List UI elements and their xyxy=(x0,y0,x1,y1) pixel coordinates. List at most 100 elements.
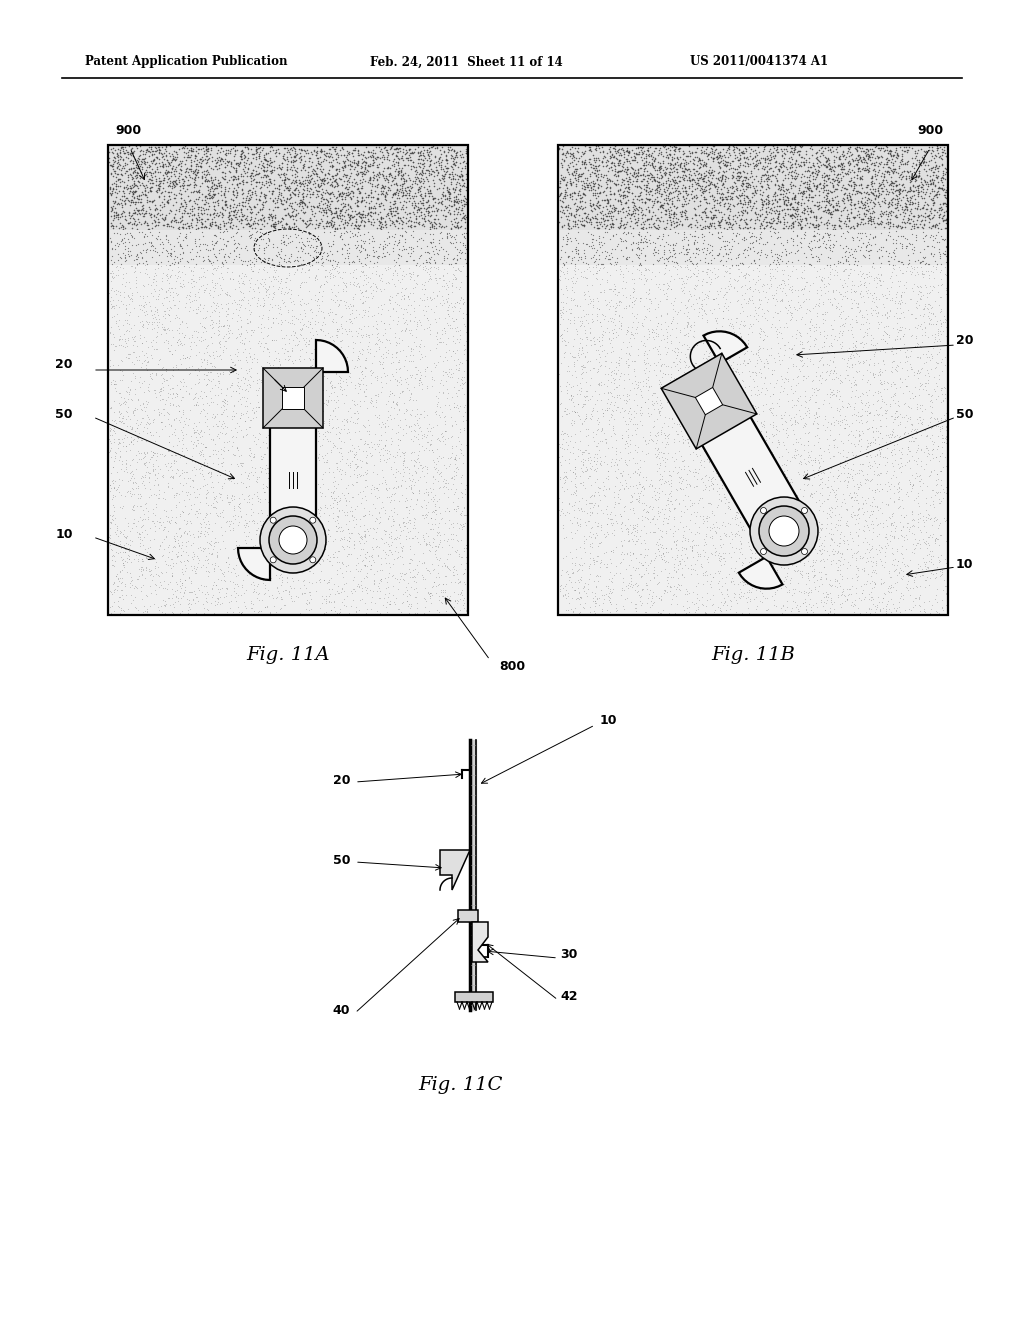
Point xyxy=(928,166,944,187)
Point xyxy=(766,577,782,598)
Point xyxy=(746,182,763,203)
Point xyxy=(199,140,215,161)
Point xyxy=(323,288,339,309)
Point xyxy=(181,285,198,306)
Point xyxy=(421,583,437,605)
Point xyxy=(280,232,296,253)
Point xyxy=(447,260,464,281)
Point xyxy=(894,371,910,392)
Point xyxy=(136,176,153,197)
Point xyxy=(593,327,609,348)
Point xyxy=(217,199,233,220)
Point xyxy=(207,407,223,428)
Point xyxy=(239,492,255,513)
Point xyxy=(186,583,203,605)
Point xyxy=(793,454,809,475)
Point xyxy=(431,230,447,251)
Point xyxy=(654,354,671,375)
Point xyxy=(356,385,373,407)
Point xyxy=(932,145,948,166)
Point xyxy=(610,183,627,205)
Point xyxy=(828,513,845,535)
Point xyxy=(353,191,370,213)
Point xyxy=(338,280,354,301)
Point xyxy=(850,498,866,519)
Point xyxy=(807,166,823,187)
Point xyxy=(321,570,337,591)
Point xyxy=(822,360,839,381)
Point xyxy=(260,275,276,296)
Point xyxy=(719,154,735,176)
Point xyxy=(572,355,589,376)
Point xyxy=(122,180,138,201)
Point xyxy=(830,549,847,570)
Point xyxy=(931,177,947,198)
Point xyxy=(112,597,128,618)
Point xyxy=(865,363,882,384)
Point xyxy=(459,524,475,545)
Point xyxy=(804,486,820,507)
Point xyxy=(625,226,641,247)
Point xyxy=(873,428,890,449)
Point xyxy=(209,158,225,180)
Point xyxy=(343,300,359,321)
Point xyxy=(843,387,859,408)
Point xyxy=(588,149,604,170)
Point xyxy=(923,313,939,334)
Point xyxy=(839,180,855,201)
Point xyxy=(813,469,829,490)
Point xyxy=(783,302,800,323)
Point xyxy=(741,136,758,157)
Point xyxy=(715,426,731,447)
Point xyxy=(861,433,878,454)
Point xyxy=(323,375,339,396)
Point xyxy=(939,598,955,619)
Point xyxy=(913,455,930,477)
Point xyxy=(319,211,336,232)
Point xyxy=(120,599,136,620)
Point xyxy=(771,202,787,223)
Point xyxy=(258,475,274,496)
Point xyxy=(645,360,662,381)
Point xyxy=(315,169,332,190)
Point xyxy=(117,154,133,176)
Point xyxy=(679,145,695,166)
Point xyxy=(809,164,825,185)
Point xyxy=(691,355,708,376)
Point xyxy=(922,428,938,449)
Point xyxy=(909,346,926,367)
Point xyxy=(860,265,877,286)
Point xyxy=(259,540,275,561)
Point xyxy=(329,491,345,512)
Point xyxy=(783,227,800,248)
Point xyxy=(866,343,883,364)
Point xyxy=(428,396,444,417)
Point xyxy=(938,429,954,450)
Point xyxy=(169,573,185,594)
Point xyxy=(403,595,420,616)
Point xyxy=(434,383,451,404)
Point xyxy=(756,136,772,157)
Point xyxy=(552,469,568,490)
Point xyxy=(590,545,606,566)
Point xyxy=(270,425,287,446)
Point xyxy=(157,139,173,160)
Point xyxy=(828,380,845,401)
Point xyxy=(597,178,613,199)
Point xyxy=(352,242,369,263)
Point xyxy=(826,156,843,177)
Point xyxy=(864,197,881,218)
Point xyxy=(809,154,825,176)
Point xyxy=(913,565,930,586)
Point xyxy=(450,385,466,407)
Point xyxy=(197,186,213,207)
Point xyxy=(306,474,323,495)
Point xyxy=(567,198,584,219)
Point xyxy=(874,516,891,537)
Point xyxy=(211,411,227,432)
Point xyxy=(817,137,834,158)
Point xyxy=(611,139,628,160)
Point xyxy=(150,285,166,306)
Point xyxy=(570,572,587,593)
Point xyxy=(449,529,465,550)
